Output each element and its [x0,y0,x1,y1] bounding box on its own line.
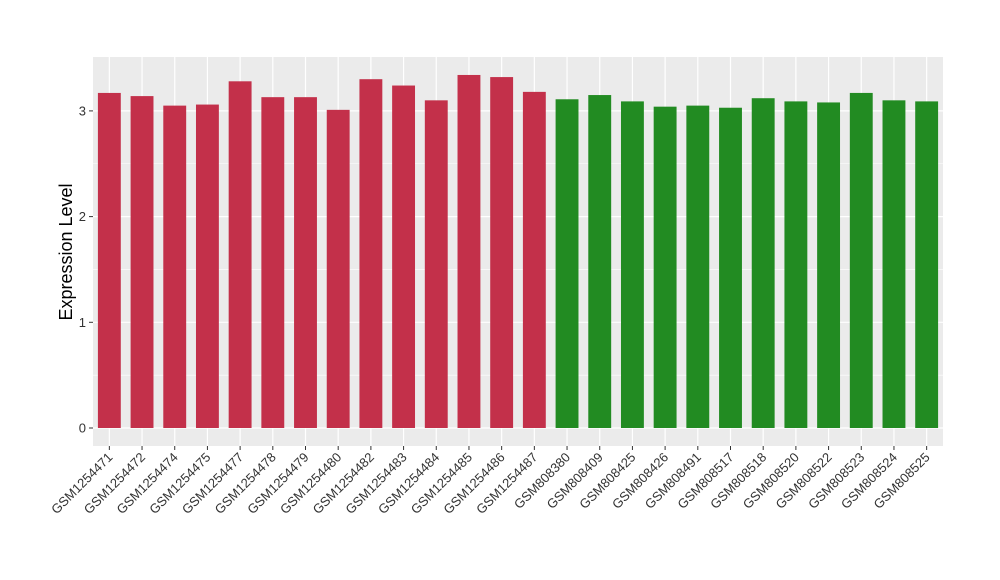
bar-GSM1254475 [195,104,219,429]
bar-GSM808522 [817,102,841,428]
y-axis-label: Expression Level [56,183,76,320]
x-axis: GSM1254471GSM1254472GSM1254474GSM1254475… [48,446,933,517]
bar-GSM1254480 [326,109,350,428]
bar-GSM808425 [620,101,644,429]
y-tick-label-0: 0 [79,421,86,436]
bars [97,74,939,429]
bar-GSM808524 [882,100,906,428]
plot-panel [93,57,943,446]
bar-GSM808520 [784,101,808,429]
y-tick-label-1: 1 [79,315,86,330]
bar-GSM1254472 [130,96,154,429]
bar-GSM1254487 [522,91,546,429]
bar-GSM1254485 [457,74,481,428]
bar-GSM1254482 [359,79,383,428]
bar-GSM808523 [849,92,873,428]
bar-GSM808426 [653,106,677,428]
y-axis: 0 1 2 3 [79,103,93,436]
bar-GSM1254471 [97,92,121,428]
bar-GSM1254483 [392,85,416,429]
bar-GSM1254479 [294,97,317,428]
bar-GSM808409 [588,95,612,429]
y-tick-label-3: 3 [79,103,86,118]
bar-GSM808380 [555,99,579,428]
y-tick-label-2: 2 [79,209,86,224]
bar-GSM808491 [686,105,710,429]
bar-GSM1254486 [490,77,514,429]
bar-GSM1254474 [163,105,187,429]
bar-GSM808518 [751,98,775,428]
bar-GSM808525 [915,101,939,429]
bar-GSM808517 [719,107,742,428]
bar-GSM1254484 [424,100,448,428]
bar-GSM1254478 [261,97,285,428]
bar-GSM1254477 [228,81,252,428]
